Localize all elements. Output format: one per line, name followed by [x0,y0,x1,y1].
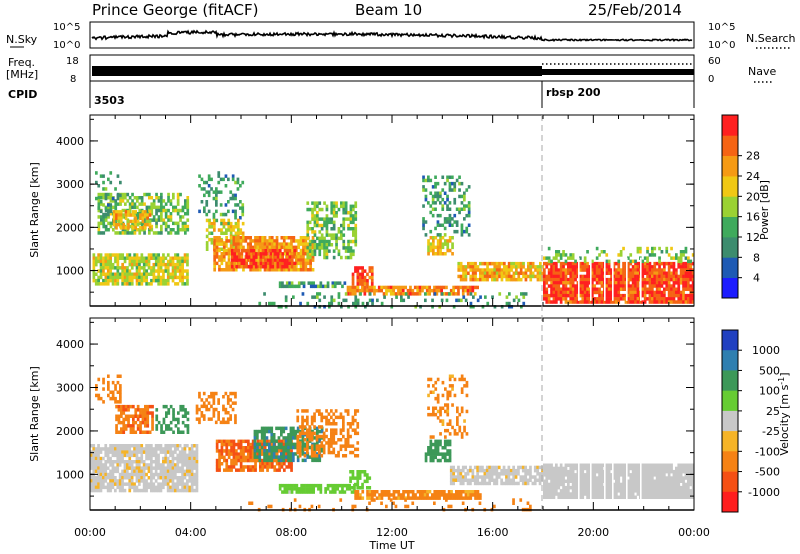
noise-nsky-trace [91,29,693,42]
cpid-value-1: 3503 [94,94,125,107]
ytick-label: 2000 [56,425,84,438]
power-axis: 1000 2000 3000 4000 [56,115,695,306]
freq-bottom-tick: 8 [70,74,76,85]
colorbar-tick-label: 28 [746,150,760,163]
colorbar-tick-label: -500 [755,466,780,479]
nsky-label: N.Sky [6,33,38,46]
cpid-value-2: rbsp 200 [546,86,601,99]
colorbar-tick-label: -25 [762,425,780,438]
freq-label-2: [MHz] [6,68,38,81]
ytick-label: 1000 [56,468,84,481]
colorbar-swatch [722,277,738,299]
power-colorbar-label: Power [dB] [758,180,771,240]
ytick-label: 1000 [56,265,84,278]
ytick-label: 4000 [56,338,84,351]
xtick-label: 12:00 [376,526,408,539]
colorbar-swatch [722,370,738,391]
freq-bar-late [542,69,694,75]
power-ylabel: Slant Range [km] [28,162,41,258]
colorbar-tick-label: 20 [746,190,760,203]
colorbar-swatch [722,451,738,472]
noise-top-tick-left: 10^5 [53,22,80,33]
time-xlabel: Time UT [368,539,414,552]
velocity-ylabel: Slant Range [km] [28,366,41,462]
freq-bar [92,66,542,76]
velocity-colorbar: 1000 500 100 25 -25 -100 -500 -1000 [721,329,780,513]
xtick-label: 04:00 [175,526,207,539]
colorbar-swatch [722,115,738,136]
date-title: 25/Feb/2014 [588,1,682,19]
power-heatmap [92,171,695,309]
colorbar-swatch [722,257,738,278]
colorbar-tick-label: 8 [753,251,760,264]
colorbar-swatch [722,491,738,513]
colorbar-tick-label: 12 [746,231,760,244]
colorbar-tick-label: 4 [753,272,760,285]
colorbar-tick-label: 1000 [752,344,780,357]
velocity-colorbar-label: Velocity [m s-1] [777,372,792,455]
colorbar-swatch [722,431,738,452]
nave-label: Nave [748,65,776,78]
colorbar-tick-label: 500 [759,364,780,377]
colorbar-swatch [722,237,738,258]
ytick-label: 3000 [56,382,84,395]
colorbar-tick-label: 16 [746,211,760,224]
colorbar-swatch [722,471,738,493]
nsearch-label: N.Search [746,32,796,45]
colorbar-swatch [722,350,738,371]
colorbar-swatch [722,216,738,238]
colorbar-swatch [722,196,738,217]
colorbar-swatch [722,176,738,197]
cpid-label: CPID [8,88,37,101]
freq-top-tick: 18 [66,56,79,67]
colorbar-tick-label: -100 [755,445,780,458]
nave-top-tick: 60 [708,56,721,67]
ytick-label: 2000 [56,221,84,234]
xtick-label: 16:00 [477,526,509,539]
ytick-label: 4000 [56,135,84,148]
colorbar-tick-label: 100 [759,385,780,398]
colorbar-swatch [722,155,738,177]
power-colorbar: 4 8 12 16 20 24 28 [721,114,760,299]
ytick-label: 3000 [56,178,84,191]
velocity-heatmap [90,374,695,512]
colorbar-swatch [722,410,738,432]
beam-title: Beam 10 [355,1,422,19]
noise-top-tick-right: 10^5 [708,22,735,33]
colorbar-swatch [722,330,738,351]
colorbar-swatch [722,135,738,156]
velocity-axis: 1000 2000 3000 4000 [56,318,695,510]
colorbar-tick-label: 25 [766,405,780,418]
time-axis: 00:00 04:00 08:00 12:00 16:00 20:00 00:00 [74,526,710,539]
xtick-label: 00:00 [74,526,106,539]
xtick-label: 20:00 [577,526,609,539]
station-title: Prince George (fitACF) [92,1,258,19]
freq-label-1: Freq. [8,56,35,69]
colorbar-tick-label: 24 [746,170,760,183]
nave-bottom-tick: 0 [708,74,714,85]
colorbar-swatch [722,390,738,412]
colorbar-tick-label: -1000 [748,486,780,499]
freq-panel [89,54,695,82]
xtick-label: 08:00 [275,526,307,539]
xtick-label: 00:00 [678,526,710,539]
noise-panel [89,21,695,49]
noise-bottom-tick-left: 10^0 [53,40,80,51]
noise-bottom-tick-right: 10^0 [708,40,735,51]
